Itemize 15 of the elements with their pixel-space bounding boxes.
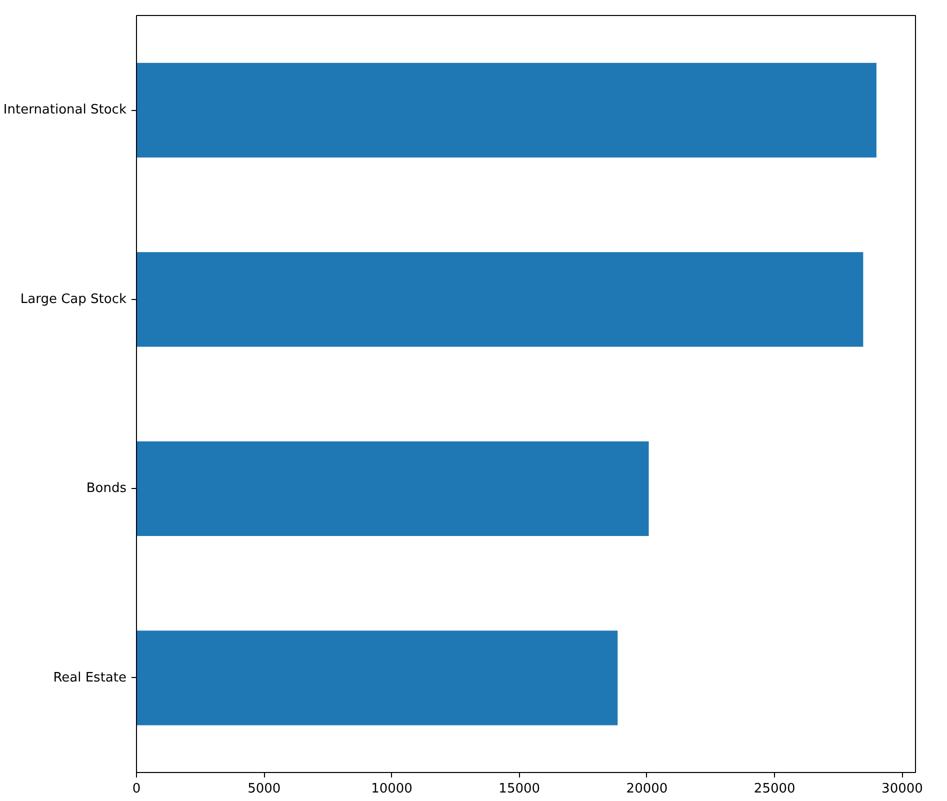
y-tick-label: Large Cap Stock (20, 292, 127, 307)
x-tick-label: 25000 (754, 782, 796, 796)
x-tick-label: 5000 (248, 782, 281, 796)
bar (136, 62, 876, 158)
bar (136, 252, 864, 347)
bar (136, 441, 649, 536)
y-tick-label: International Stock (3, 102, 127, 118)
y-tick-label: Bonds (86, 481, 127, 496)
y-tick-label: Real Estate (53, 670, 127, 686)
x-tick-label: 15000 (498, 782, 540, 796)
x-tick-label: 10000 (371, 782, 412, 796)
x-tick-label: 20000 (626, 782, 668, 796)
x-tick-label: 30000 (882, 782, 923, 796)
x-tick-label: 0 (132, 782, 141, 796)
bar (136, 630, 618, 726)
